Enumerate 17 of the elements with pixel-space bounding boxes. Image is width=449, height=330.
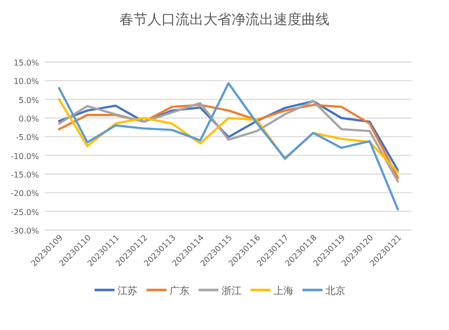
legend-label: 江苏 (118, 285, 138, 297)
legend-label: 浙江 (222, 285, 242, 297)
y-tick-label: -10.0% (10, 152, 40, 161)
y-tick-label: 10.0% (14, 77, 40, 86)
line-series (58, 82, 399, 211)
legend-label: 广东 (170, 285, 190, 297)
y-tick-label: -5.0% (16, 133, 40, 142)
y-tick-label: -30.0% (10, 226, 40, 236)
y-tick-label: 5.0% (18, 96, 40, 105)
chart-title: 春节人口流出大省净流出速度曲线 (120, 12, 330, 28)
y-tick-label: -20.0% (10, 189, 40, 198)
y-tick-label: -25.0% (10, 208, 40, 217)
y-tick-label: 0.0% (18, 114, 40, 124)
legend-label: 上海 (274, 285, 294, 297)
y-tick-label: 15.0% (14, 58, 40, 68)
y-tick-label: -15.0% (10, 170, 40, 180)
legend-label: 北京 (326, 285, 346, 297)
